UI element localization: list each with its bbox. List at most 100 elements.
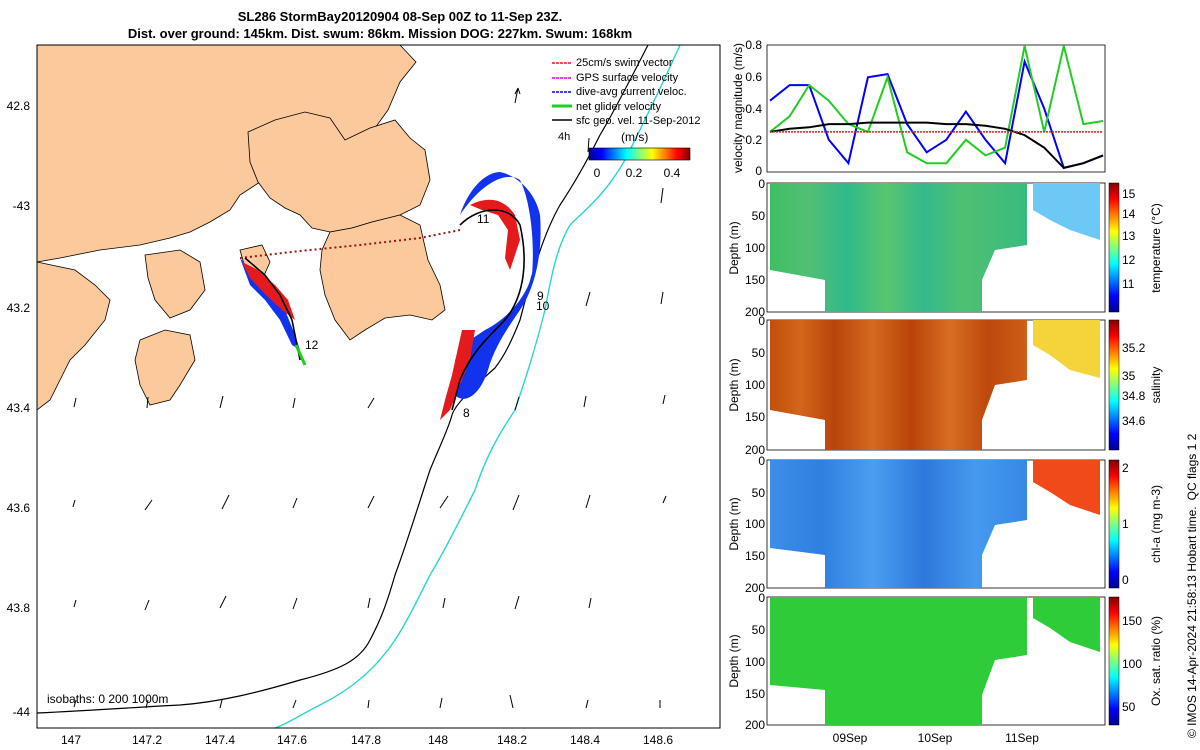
temp-cbar-tick-2: 13: [1122, 229, 1136, 243]
velocity-series-line-2: [769, 121, 1104, 170]
ox-ytick-0: 0: [758, 591, 765, 605]
current-vectors-blue: [455, 172, 541, 399]
day-label-10: 10: [536, 299, 550, 313]
temp-cbar-label: temperature (°C): [1149, 203, 1163, 293]
map-legend: 25cm/s swim vector GPS surface velocity …: [552, 57, 701, 180]
map-colorbar: [588, 147, 691, 161]
ox-ytick-2: 100: [745, 655, 765, 669]
temp-ytick-0: 0: [758, 177, 765, 191]
ox-cbar-tick-2: 50: [1122, 700, 1136, 714]
temp-cbar-tick-4: 11: [1122, 277, 1135, 291]
isobath-1000m: [274, 44, 681, 729]
legend-net: net glider velocity: [576, 101, 661, 113]
colorbar-unit: (m/s): [621, 130, 648, 144]
vel-ytick-2: 0.4: [745, 102, 762, 116]
sal-ytick-2: 100: [745, 378, 765, 392]
title-line-1: SL286 StormBay20120904 08-Sep 00Z to 11-…: [238, 9, 562, 24]
colorbar-tick-1: 0.2: [626, 166, 643, 180]
map-xtick-4: 147.8: [351, 733, 381, 747]
net-glider-path: [451, 209, 525, 411]
ox-colorbar: [1108, 596, 1120, 726]
net-glider-velocity-green: [294, 344, 307, 366]
map-xtick-2: 147.4: [205, 733, 235, 747]
sal-colorbar: [1108, 319, 1120, 451]
land-bruny-north: [144, 249, 206, 319]
section-temperature: [766, 182, 1120, 313]
sal-cbar-tick-0: 35.2: [1122, 341, 1146, 355]
ox-ytick-4: 200: [745, 718, 765, 732]
chl-colorbar: [1108, 459, 1120, 589]
map-xtick-0: 147: [61, 733, 81, 747]
map-ytick-5: 43.8: [7, 601, 31, 615]
map-xtick-7: 148.4: [570, 733, 600, 747]
swim-vectors-red: [440, 330, 475, 420]
sal-field: [770, 320, 1027, 450]
temp-cbar-tick-0: 15: [1122, 187, 1136, 201]
map-ytick-1: -43: [13, 199, 31, 213]
temp-colorbar: [1108, 182, 1120, 313]
temp-ytick-4: 200: [745, 305, 765, 319]
chl-ytick-0: 0: [758, 454, 765, 468]
temp-ytick-1: 50: [752, 209, 766, 223]
vel-ytick-3: 0.2: [745, 133, 762, 147]
chl-cbar-label: chl-a (mg m-3): [1149, 485, 1163, 563]
chl-ytick-3: 150: [745, 549, 765, 563]
sal-ylabel: Depth (m): [727, 358, 741, 411]
sal-cbar-tick-2: 34.8: [1122, 389, 1146, 403]
map-panel: 11 9 10 12 8 25cm/s swim vector GPS surf…: [7, 44, 721, 747]
ox-cbar-label: Ox. sat. ratio (%): [1149, 616, 1163, 706]
sal-cbar-tick-1: 35: [1122, 369, 1136, 383]
chl-field-late: [1033, 460, 1100, 515]
section-depth-axes: Depth (m) Depth (m) Depth (m) Depth (m) …: [727, 177, 765, 732]
velocity-ylabel: velocity magnitude (m/s): [731, 43, 745, 173]
time-tick-1: 10Sep: [918, 731, 953, 745]
ox-field: [770, 597, 1027, 725]
sal-ytick-0: 0: [758, 314, 765, 328]
temp-ytick-2: 100: [745, 241, 765, 255]
ox-ylabel: Depth (m): [727, 634, 741, 687]
corner-label: 4h: [558, 131, 570, 143]
qc-note: QC flags 1 2: [1185, 433, 1199, 500]
vel-ytick-0: 0.8: [745, 38, 762, 52]
colorbar-tick-0: 0: [594, 166, 601, 180]
temp-ytick-3: 150: [745, 273, 765, 287]
sal-cbar-tick-3: 34.6: [1122, 414, 1146, 428]
temp-field: [770, 183, 1027, 312]
chl-ytick-1: 50: [752, 486, 766, 500]
ox-cbar-tick-0: 150: [1122, 614, 1142, 628]
day-label-12: 12: [305, 338, 319, 352]
day-label-11: 11: [477, 212, 490, 226]
title-line-2: Dist. over ground: 145km. Dist. swum: 86…: [128, 26, 632, 41]
map-xtick-3: 147.6: [277, 733, 307, 747]
chl-ytick-4: 200: [745, 581, 765, 595]
geo-velocity-arrows: [72, 87, 667, 709]
map-xtick-5: 148: [428, 733, 448, 747]
velocity-series: [769, 45, 1104, 170]
sal-cbar-label: salinity: [1149, 367, 1163, 404]
temp-cbar-tick-3: 12: [1122, 253, 1136, 267]
day-label-8: 8: [463, 406, 470, 420]
net-glider-path-west: [244, 257, 301, 361]
map-ytick-3: 43.4: [7, 401, 31, 415]
temp-field-late: [1033, 183, 1100, 240]
chl-cbar-tick-2: 0: [1122, 573, 1129, 587]
velocity-series-line-1: [769, 45, 1104, 165]
chl-field: [770, 460, 1027, 588]
ox-field-late: [1033, 597, 1100, 652]
land: [36, 44, 446, 411]
time-tick-2: 11Sep: [1005, 731, 1039, 745]
isobaths-label: isobaths: 0 200 1000m: [47, 692, 168, 706]
isobath-200m: [36, 44, 649, 714]
land-peninsula-east: [247, 111, 431, 233]
time-axis: 09Sep 10Sep 11Sep: [833, 731, 1040, 745]
legend-swim: 25cm/s swim vector: [576, 57, 673, 69]
vel-ytick-4: 0: [755, 164, 762, 178]
colorbar-tick-2: 0.4: [664, 166, 681, 180]
sal-field-late: [1033, 320, 1100, 378]
map-ytick-0: 42.8: [7, 99, 31, 113]
sal-ytick-4: 200: [745, 443, 765, 457]
map-ytick-2: 43.2: [7, 301, 31, 315]
credit: © IMOS 14-Apr-2024 21:58:13 Hobart time.: [1185, 506, 1199, 738]
glider-track-dotted: [239, 229, 461, 259]
